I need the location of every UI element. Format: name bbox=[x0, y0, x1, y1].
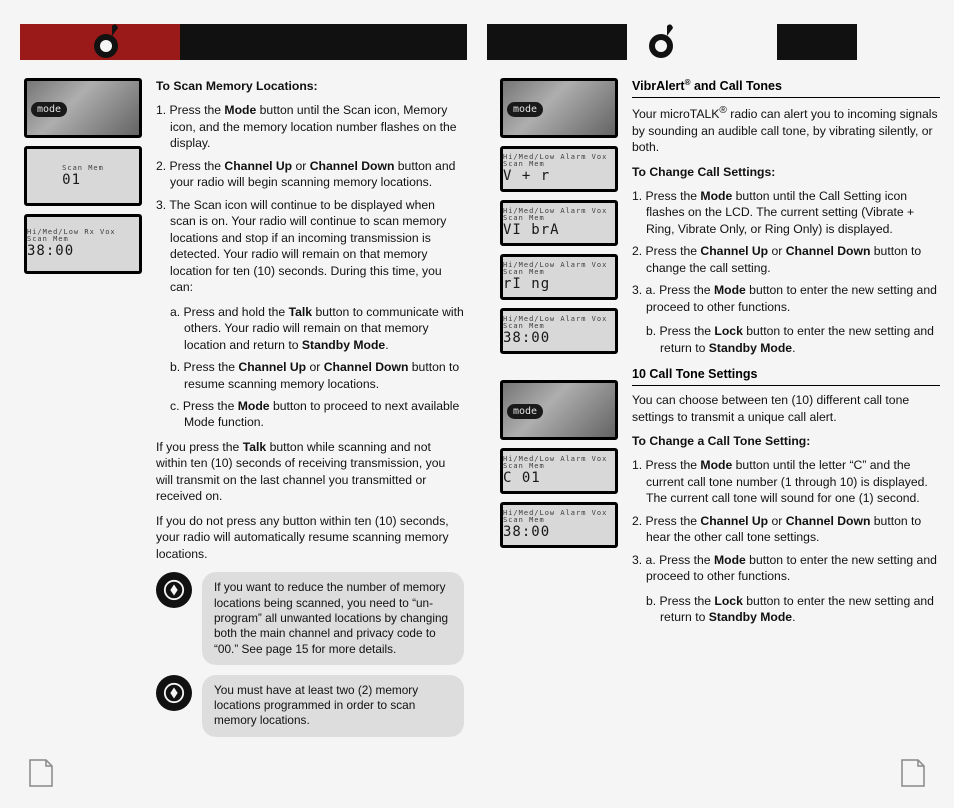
scan-para-2: If you do not press any button within te… bbox=[156, 513, 464, 562]
scan-step-3b: b. Press the Channel Up or Channel Down … bbox=[170, 359, 464, 392]
thumb-mode-button bbox=[500, 380, 618, 440]
thumb-mode-button bbox=[24, 78, 142, 138]
note-icon bbox=[156, 675, 192, 711]
thumb-lcd-c01: Hi/Med/Low Alarm Vox Scan MemC 01 bbox=[500, 448, 618, 494]
thumb-lcd-scan-mem: Scan Mem01 bbox=[24, 146, 142, 206]
thumb-lcd-vibra: Hi/Med/Low Alarm Vox Scan MemVI brA bbox=[500, 200, 618, 246]
ten-call-tone-heading: 10 Call Tone Settings bbox=[632, 366, 940, 386]
scan-step-3a: a. Press and hold the Talk button to com… bbox=[170, 304, 464, 353]
vibralert-intro: Your microTALK® radio can alert you to i… bbox=[632, 104, 940, 155]
right-page: Hi/Med/Low Alarm Vox Scan MemV + r Hi/Me… bbox=[500, 78, 940, 634]
left-page: Scan Mem01 Hi/Med/Low Rx Vox Scan Mem38:… bbox=[24, 78, 464, 743]
thumb-mode-button bbox=[500, 78, 618, 138]
note-unprogram: If you want to reduce the number of memo… bbox=[156, 572, 464, 665]
right-thumbnails: Hi/Med/Low Alarm Vox Scan MemV + r Hi/Me… bbox=[500, 78, 618, 634]
scan-step-2: 2. Press the Channel Up or Channel Down … bbox=[156, 158, 464, 191]
note-min-two: You must have at least two (2) memory lo… bbox=[156, 675, 464, 737]
thumb-lcd-channel: Hi/Med/Low Alarm Vox Scan Mem38:00 bbox=[500, 502, 618, 548]
scan-step-3c: c. Press the Mode button to proceed to n… bbox=[170, 398, 464, 431]
left-text: To Scan Memory Locations: 1. Press the M… bbox=[156, 78, 464, 743]
scan-para-1: If you press the Talk button while scann… bbox=[156, 439, 464, 505]
brand-logo-left bbox=[82, 20, 122, 60]
vibralert-heading: VibrAlert® and Call Tones bbox=[632, 78, 940, 98]
right-text: VibrAlert® and Call Tones Your microTALK… bbox=[632, 78, 940, 634]
call-step-3: 3. a. Press the Mode button to enter the… bbox=[632, 282, 940, 315]
note-text: If you want to reduce the number of memo… bbox=[202, 572, 464, 665]
page-fold-icon bbox=[900, 758, 926, 788]
call-step-2: 2. Press the Channel Up or Channel Down … bbox=[632, 243, 940, 276]
ten-call-tone-intro: You can choose between ten (10) differen… bbox=[632, 392, 940, 425]
brand-logo-right bbox=[637, 20, 677, 60]
call-step-3b: b. Press the Lock button to enter the ne… bbox=[646, 323, 940, 356]
tone-step-2: 2. Press the Channel Up or Channel Down … bbox=[632, 513, 940, 546]
scan-memory-heading: To Scan Memory Locations: bbox=[156, 78, 464, 94]
header-bars bbox=[20, 24, 934, 60]
thumb-lcd-channel: Hi/Med/Low Rx Vox Scan Mem38:00 bbox=[24, 214, 142, 274]
page-fold-icon bbox=[28, 758, 54, 788]
change-call-tone-heading: To Change a Call Tone Setting: bbox=[632, 433, 940, 449]
tone-step-3b: b. Press the Lock button to enter the ne… bbox=[646, 593, 940, 626]
change-call-settings-heading: To Change Call Settings: bbox=[632, 164, 940, 180]
note-text: You must have at least two (2) memory lo… bbox=[202, 675, 464, 737]
tone-step-3: 3. a. Press the Mode button to enter the… bbox=[632, 552, 940, 585]
note-icon bbox=[156, 572, 192, 608]
left-thumbnails: Scan Mem01 Hi/Med/Low Rx Vox Scan Mem38:… bbox=[24, 78, 142, 743]
thumb-lcd-ring: Hi/Med/Low Alarm Vox Scan MemrI ng bbox=[500, 254, 618, 300]
scan-step-3: 3. The Scan icon will continue to be dis… bbox=[156, 197, 464, 296]
call-step-1: 1. Press the Mode button until the Call … bbox=[632, 188, 940, 237]
thumb-lcd-vplus-r: Hi/Med/Low Alarm Vox Scan MemV + r bbox=[500, 146, 618, 192]
thumb-lcd-channel: Hi/Med/Low Alarm Vox Scan Mem38:00 bbox=[500, 308, 618, 354]
tone-step-1: 1. Press the Mode button until the lette… bbox=[632, 457, 940, 506]
scan-step-1: 1. Press the Mode button until the Scan … bbox=[156, 102, 464, 151]
